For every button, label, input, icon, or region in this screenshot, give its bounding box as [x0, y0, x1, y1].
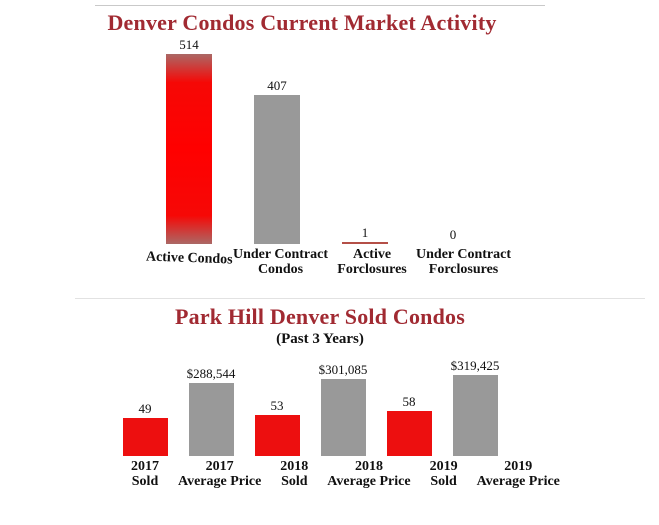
- category-label-under-contract-forclosures: Under Contract Forclosures: [416, 247, 511, 277]
- chart1-category-axis: Active Condos Under Contract Condos Acti…: [145, 247, 511, 277]
- category-line: 2019: [504, 459, 533, 474]
- category-line: Under Contract: [233, 247, 329, 262]
- chart1-column-under-contract-condos: 407: [233, 38, 321, 244]
- bar-2019-sold: [386, 411, 432, 456]
- bar-2017-average-price: [188, 383, 234, 456]
- bar-value-label: 514: [179, 37, 199, 52]
- category-line: Active Condos: [145, 249, 233, 268]
- bar-value-label: 58: [402, 394, 416, 409]
- chart2-title: Park Hill Denver Sold Condos: [174, 304, 465, 329]
- bar-2018-sold: [254, 415, 300, 456]
- bar-value-label: $288,544: [186, 366, 236, 381]
- category-line: 2018: [280, 459, 309, 474]
- category-line: Average Price: [476, 474, 560, 489]
- category-line: Average Price: [178, 474, 262, 489]
- bar-2018-average-price: [320, 379, 366, 456]
- category-line: Sold: [131, 474, 159, 489]
- chart1-column-under-contract-forclosures: 0: [409, 38, 497, 244]
- bar-2017-sold: [122, 418, 168, 456]
- chart2-column-2019-average-price: $319,425: [442, 356, 508, 456]
- chart1-plot-area: 514 407 1 0: [145, 38, 497, 244]
- bar-value-label: 0: [449, 227, 457, 242]
- category-label-2019-average-price: 2019 Average Price: [477, 459, 560, 489]
- bar-value-label: 407: [267, 78, 287, 93]
- category-label-under-contract-condos: Under Contract Condos: [233, 247, 328, 277]
- category-line: Sold: [430, 474, 457, 489]
- chart2-column-2018-average-price: $301,085: [310, 356, 376, 456]
- chart2-column-2018-sold: 53: [244, 356, 310, 456]
- bar-2019-average-price: [452, 375, 498, 456]
- category-line: 2017: [131, 459, 159, 474]
- bar-value-label: 1: [361, 225, 369, 240]
- bar-value-label: 53: [270, 398, 284, 413]
- category-line: Average Price: [327, 474, 411, 489]
- bar-active-condos: [166, 54, 212, 244]
- chart1-column-active-forclosures: 1: [321, 38, 409, 244]
- category-label-active-forclosures: Active Forclosures: [328, 247, 416, 277]
- category-label-active-condos: Active Condos: [145, 247, 233, 277]
- middle-divider-line: [75, 298, 645, 299]
- bar-value-label: $301,085: [318, 362, 368, 377]
- chart2-subtitle: (Past 3 Years): [276, 331, 364, 347]
- category-line: 2019: [429, 459, 458, 474]
- category-line: Sold: [281, 474, 308, 489]
- chart2-column-2019-sold: 58: [376, 356, 442, 456]
- category-line: Condos: [257, 262, 304, 277]
- chart1-title: Denver Condos Current Market Activity: [107, 10, 497, 35]
- chart2-category-axis: 2017 Sold 2017 Average Price 2018 Sold 2…: [112, 459, 560, 489]
- category-label-2018-average-price: 2018 Average Price: [327, 459, 410, 489]
- category-line: Forclosures: [428, 262, 499, 277]
- chart2-column-2017-average-price: $288,544: [178, 356, 244, 456]
- bar-under-contract-condos: [254, 95, 300, 244]
- bar-value-label: 49: [138, 401, 152, 416]
- category-label-2019-sold: 2019 Sold: [411, 459, 477, 489]
- chart1-column-active-condos: 514: [145, 38, 233, 244]
- top-divider-line: [95, 5, 545, 6]
- chart2-column-2017-sold: 49: [112, 356, 178, 456]
- category-line: 2018: [354, 459, 383, 474]
- category-line: Forclosures: [337, 262, 407, 277]
- chart2-plot-area: 49 $288,544 53 $301,085 58 $319,425: [112, 356, 508, 456]
- category-label-2018-sold: 2018 Sold: [261, 459, 327, 489]
- bar-value-label: $319,425: [450, 358, 500, 373]
- category-line: Active: [352, 247, 392, 262]
- bar-active-forclosures: [342, 242, 388, 244]
- category-line: Under Contract: [416, 247, 512, 262]
- category-line: 2017: [205, 459, 234, 474]
- category-label-2017-average-price: 2017 Average Price: [178, 459, 261, 489]
- category-label-2017-sold: 2017 Sold: [112, 459, 178, 489]
